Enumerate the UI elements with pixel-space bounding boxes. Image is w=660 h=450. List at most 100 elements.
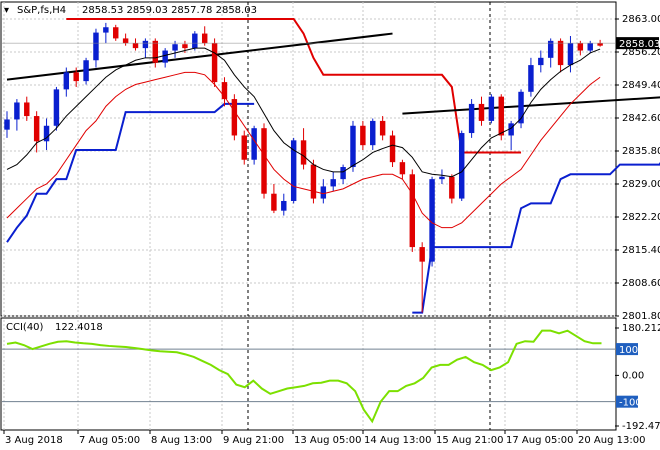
candle-body <box>271 193 277 211</box>
candle-body <box>370 120 376 146</box>
candle-body <box>162 50 168 63</box>
cci-label: CCI(40) <box>6 322 44 333</box>
cci-tick-label: -100 <box>619 398 642 409</box>
candle-body <box>557 40 564 66</box>
candle-body <box>261 128 267 194</box>
lower-channel-line <box>6 102 255 243</box>
trendline <box>6 32 393 81</box>
lower-channel-line-b <box>412 161 660 314</box>
candle-body <box>4 119 10 130</box>
candle-body <box>113 27 119 39</box>
candle-body <box>320 186 327 199</box>
ma-red-line <box>6 71 601 229</box>
candle-body <box>93 32 99 61</box>
candle-body <box>429 179 435 262</box>
candle-body <box>468 103 475 134</box>
moving-averages <box>6 47 601 229</box>
trendlines <box>6 32 660 115</box>
candle-body <box>281 200 287 211</box>
price-tick-label: 2815.40 <box>622 245 660 256</box>
candle-body <box>300 140 307 165</box>
cci-line <box>6 329 602 424</box>
cci-panel-border <box>0 317 617 431</box>
candles <box>4 22 603 313</box>
price-tick-label: 2849.40 <box>622 80 660 91</box>
price-tick-label: 2808.60 <box>622 278 660 289</box>
candle-body <box>459 133 465 199</box>
candle-body <box>379 120 386 136</box>
time-tick-label: 15 Aug 21:00 <box>436 435 503 446</box>
candle-body <box>310 164 317 199</box>
candle-body <box>389 135 396 163</box>
cci-level-tag <box>616 343 638 356</box>
candle-body <box>360 125 366 146</box>
candle-body <box>439 176 445 180</box>
candle-body <box>419 247 425 262</box>
upper-channel-line <box>66 18 522 154</box>
price-tick-label: 2856.20 <box>622 47 660 58</box>
candle-body <box>597 43 603 46</box>
candle-body <box>488 96 495 121</box>
candle-body <box>172 44 178 51</box>
candle-body <box>83 60 89 82</box>
candle-body <box>14 102 20 120</box>
candle-body <box>350 125 356 168</box>
candle-body <box>142 40 149 49</box>
candle-body <box>231 99 238 136</box>
header-arrow-icon: ▾ <box>4 5 9 16</box>
cci-level-tag <box>616 395 638 408</box>
trendline <box>402 96 660 115</box>
price-tick-label: 2835.80 <box>622 146 660 157</box>
chart-symbol-header: S&P,fs,H4 <box>17 5 66 16</box>
candle-body <box>518 91 524 124</box>
candle-body <box>33 116 40 142</box>
candle-body <box>43 125 50 142</box>
candle-body <box>132 43 139 49</box>
cci-indicator <box>2 329 615 424</box>
candle-body <box>538 57 544 66</box>
time-axis: 3 Aug 2018 7 Aug 05:00 8 Aug 13:00 9 Aug 21… <box>3 430 645 446</box>
candle-body <box>122 38 129 44</box>
time-tick-label: 14 Aug 13:00 <box>364 435 431 446</box>
candle-body <box>449 176 455 199</box>
candle-body <box>201 33 208 44</box>
time-tick-label: 7 Aug 05:00 <box>79 435 140 446</box>
candle-body <box>73 72 79 82</box>
candle-body <box>251 128 257 160</box>
cci-tick-label: 0.00 <box>622 370 644 381</box>
price-tick-label: 2863.00 <box>622 14 660 25</box>
main-panel-border <box>0 1 617 317</box>
candle-body <box>567 43 574 66</box>
price-tick-label: 2829.00 <box>622 179 660 190</box>
ma-black-line <box>6 47 601 178</box>
current-price-tag <box>616 37 659 50</box>
candle-body <box>192 33 198 49</box>
candle-body <box>152 40 158 63</box>
candle-body <box>24 102 30 117</box>
price-tick-label: 2842.60 <box>622 113 660 124</box>
cci-tick-label: 180.2127 <box>622 323 660 334</box>
candle-body <box>478 103 485 121</box>
candle-body <box>528 65 534 92</box>
candle-body <box>241 135 247 160</box>
cci-tick-label: 100 <box>619 345 638 356</box>
candle-body <box>547 40 554 58</box>
candle-body <box>53 89 60 126</box>
cci-axis: 180.2127 100 0.00 -100 -192.47 <box>615 323 660 432</box>
price-tick-label: 2801.80 <box>622 311 660 322</box>
candle-body <box>498 96 504 136</box>
time-tick-label: 17 Aug 05:00 <box>506 435 573 446</box>
candle-body <box>587 43 593 51</box>
time-tick-label: 20 Aug 13:00 <box>578 435 645 446</box>
grid <box>2 2 615 430</box>
candle-body <box>409 174 416 248</box>
candle-body <box>330 179 336 187</box>
candle-body <box>577 43 584 51</box>
candle-body <box>63 72 70 90</box>
candle-body <box>221 82 228 100</box>
candle-body <box>182 44 188 49</box>
candle-body <box>211 43 218 83</box>
candle-body <box>340 167 346 180</box>
cci-value: 122.4018 <box>55 322 103 333</box>
